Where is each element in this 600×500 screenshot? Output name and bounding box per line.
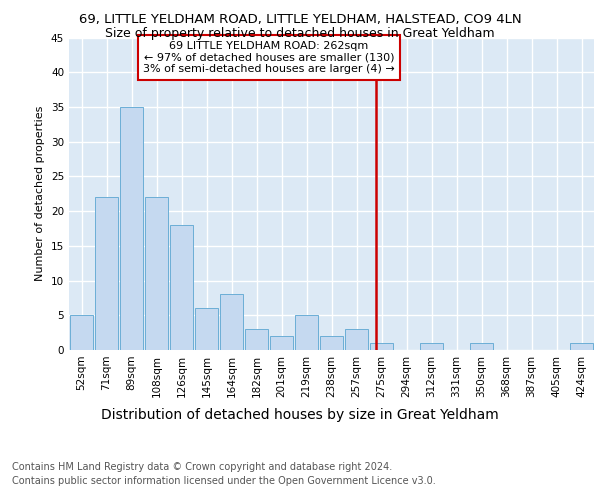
Y-axis label: Number of detached properties: Number of detached properties <box>35 106 46 282</box>
Text: 69, LITTLE YELDHAM ROAD, LITTLE YELDHAM, HALSTEAD, CO9 4LN: 69, LITTLE YELDHAM ROAD, LITTLE YELDHAM,… <box>79 12 521 26</box>
Text: Contains HM Land Registry data © Crown copyright and database right 2024.: Contains HM Land Registry data © Crown c… <box>12 462 392 472</box>
Bar <box>95 197 118 350</box>
Text: Distribution of detached houses by size in Great Yeldham: Distribution of detached houses by size … <box>101 408 499 422</box>
Bar <box>145 197 168 350</box>
Text: 69 LITTLE YELDHAM ROAD: 262sqm
← 97% of detached houses are smaller (130)
3% of : 69 LITTLE YELDHAM ROAD: 262sqm ← 97% of … <box>143 41 395 74</box>
Bar <box>370 343 393 350</box>
Bar <box>195 308 218 350</box>
Bar <box>295 316 318 350</box>
Bar <box>120 107 143 350</box>
Bar <box>245 329 268 350</box>
Bar <box>420 343 443 350</box>
Text: Size of property relative to detached houses in Great Yeldham: Size of property relative to detached ho… <box>105 28 495 40</box>
Bar <box>570 343 593 350</box>
Bar <box>70 316 93 350</box>
Bar <box>170 225 193 350</box>
Bar <box>345 329 368 350</box>
Text: Contains public sector information licensed under the Open Government Licence v3: Contains public sector information licen… <box>12 476 436 486</box>
Bar <box>270 336 293 350</box>
Bar <box>320 336 343 350</box>
Bar <box>470 343 493 350</box>
Bar <box>220 294 243 350</box>
